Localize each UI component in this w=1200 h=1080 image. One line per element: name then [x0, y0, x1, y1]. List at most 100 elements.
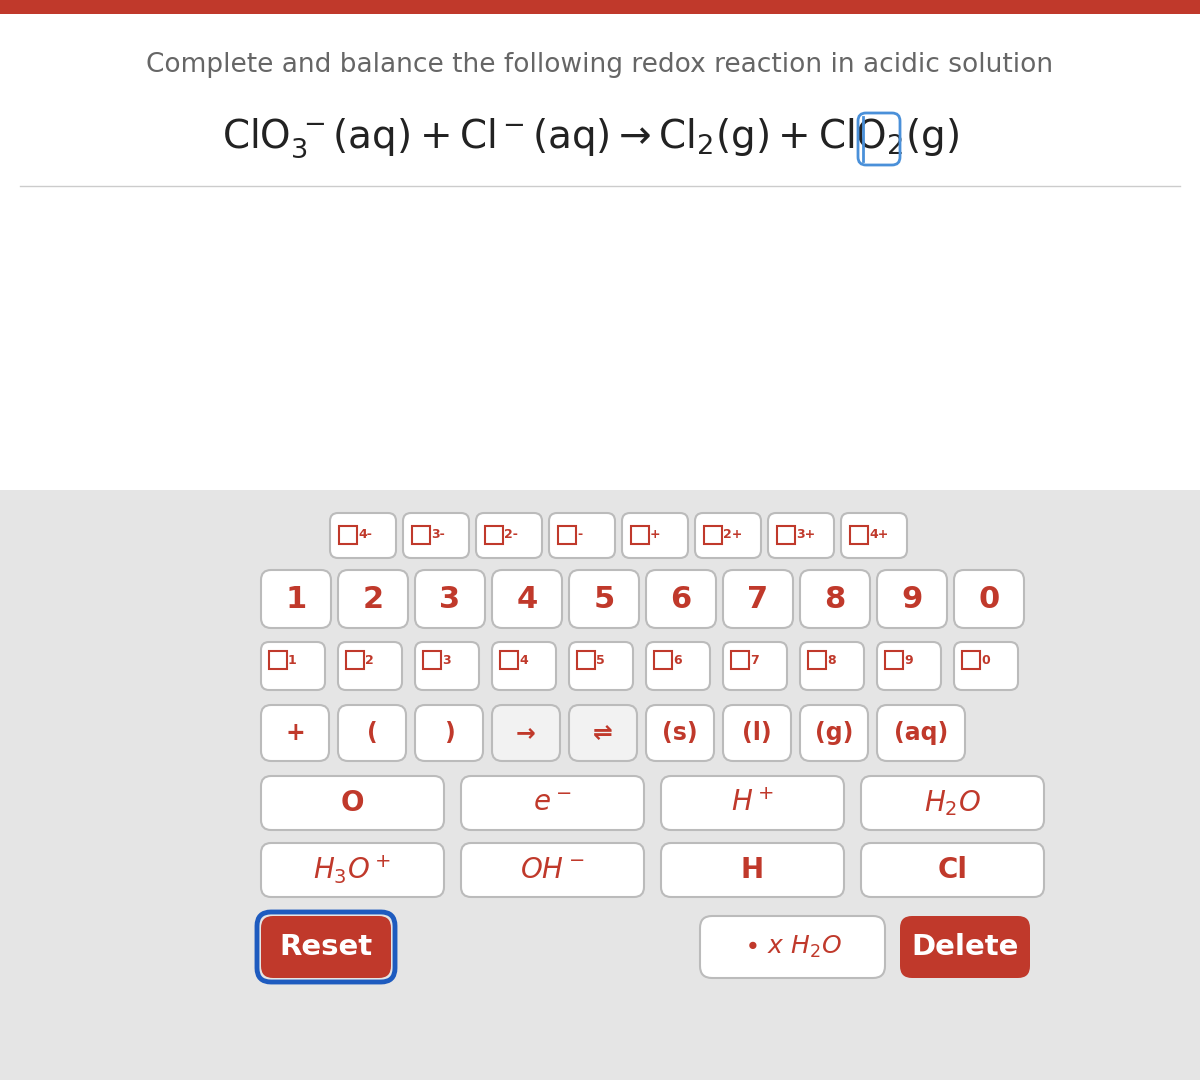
- FancyBboxPatch shape: [800, 705, 868, 761]
- Text: (: (: [367, 721, 377, 745]
- FancyBboxPatch shape: [768, 513, 834, 558]
- FancyBboxPatch shape: [900, 916, 1030, 978]
- Text: Reset: Reset: [280, 933, 372, 961]
- Text: O: O: [341, 789, 365, 816]
- FancyBboxPatch shape: [646, 642, 710, 690]
- Bar: [631, 526, 649, 544]
- Text: 6: 6: [671, 584, 691, 613]
- Text: +: +: [650, 528, 661, 541]
- Text: 1: 1: [286, 584, 307, 613]
- FancyBboxPatch shape: [476, 513, 542, 558]
- FancyBboxPatch shape: [954, 570, 1024, 627]
- Text: 4: 4: [516, 584, 538, 613]
- Bar: [558, 526, 576, 544]
- FancyBboxPatch shape: [415, 570, 485, 627]
- FancyBboxPatch shape: [492, 570, 562, 627]
- Text: H: H: [740, 856, 764, 885]
- FancyBboxPatch shape: [646, 705, 714, 761]
- Text: 0: 0: [982, 654, 990, 667]
- Text: →: →: [516, 721, 536, 745]
- Bar: [654, 651, 672, 669]
- Text: 2+: 2+: [722, 528, 743, 541]
- Bar: [346, 651, 364, 669]
- FancyBboxPatch shape: [800, 570, 870, 627]
- FancyBboxPatch shape: [569, 705, 637, 761]
- FancyBboxPatch shape: [338, 642, 402, 690]
- Text: 3-: 3-: [431, 528, 445, 541]
- FancyBboxPatch shape: [695, 513, 761, 558]
- FancyBboxPatch shape: [461, 777, 644, 831]
- Text: $H_3O^+$: $H_3O^+$: [313, 853, 391, 887]
- Bar: [886, 651, 904, 669]
- FancyBboxPatch shape: [461, 843, 644, 897]
- Bar: [962, 651, 980, 669]
- FancyBboxPatch shape: [700, 916, 886, 978]
- FancyBboxPatch shape: [492, 642, 556, 690]
- Text: +: +: [286, 721, 305, 745]
- Bar: [0, 0, 1200, 14]
- Text: 3+: 3+: [796, 528, 815, 541]
- Text: 4-: 4-: [358, 528, 372, 541]
- FancyBboxPatch shape: [415, 705, 482, 761]
- FancyBboxPatch shape: [877, 570, 947, 627]
- FancyBboxPatch shape: [722, 642, 787, 690]
- Text: 4: 4: [520, 654, 528, 667]
- Text: 4+: 4+: [869, 528, 888, 541]
- Bar: [269, 651, 287, 669]
- FancyBboxPatch shape: [262, 705, 329, 761]
- Text: Cl: Cl: [937, 856, 967, 885]
- Text: $H^+$: $H^+$: [731, 789, 774, 816]
- Bar: [577, 651, 595, 669]
- Bar: [340, 526, 358, 544]
- Bar: [485, 526, 503, 544]
- FancyBboxPatch shape: [492, 705, 560, 761]
- Bar: [500, 651, 518, 669]
- Text: 6: 6: [673, 654, 682, 667]
- FancyBboxPatch shape: [841, 513, 907, 558]
- Bar: [850, 526, 868, 544]
- Text: Complete and balance the following redox reaction in acidic solution: Complete and balance the following redox…: [146, 52, 1054, 78]
- FancyBboxPatch shape: [646, 570, 716, 627]
- Text: 2: 2: [365, 654, 373, 667]
- Bar: [704, 526, 722, 544]
- Bar: [424, 651, 442, 669]
- Bar: [778, 526, 796, 544]
- Text: $\bullet\ x\ H_2O$: $\bullet\ x\ H_2O$: [744, 934, 841, 960]
- FancyBboxPatch shape: [338, 705, 406, 761]
- Text: -: -: [577, 528, 582, 541]
- FancyBboxPatch shape: [800, 642, 864, 690]
- Bar: [412, 526, 430, 544]
- FancyBboxPatch shape: [661, 777, 844, 831]
- FancyBboxPatch shape: [262, 843, 444, 897]
- Text: ): ): [444, 721, 455, 745]
- Text: (aq): (aq): [894, 721, 948, 745]
- FancyBboxPatch shape: [862, 777, 1044, 831]
- Text: 3: 3: [442, 654, 451, 667]
- FancyBboxPatch shape: [338, 570, 408, 627]
- FancyBboxPatch shape: [954, 642, 1018, 690]
- Text: 9: 9: [901, 584, 923, 613]
- FancyBboxPatch shape: [569, 642, 634, 690]
- FancyBboxPatch shape: [722, 705, 791, 761]
- Text: $H_2O$: $H_2O$: [924, 788, 980, 818]
- FancyBboxPatch shape: [262, 916, 391, 978]
- FancyBboxPatch shape: [262, 642, 325, 690]
- FancyBboxPatch shape: [877, 642, 941, 690]
- FancyBboxPatch shape: [877, 705, 965, 761]
- Text: $\mathrm{ClO_3^{\;-}(aq) + Cl^-(aq) \rightarrow Cl_2(g) + ClO_2(g)}$: $\mathrm{ClO_3^{\;-}(aq) + Cl^-(aq) \rig…: [222, 117, 959, 160]
- Text: 7: 7: [750, 654, 758, 667]
- FancyBboxPatch shape: [569, 570, 640, 627]
- FancyBboxPatch shape: [661, 843, 844, 897]
- Text: 1: 1: [288, 654, 296, 667]
- Text: 0: 0: [978, 584, 1000, 613]
- Text: (g): (g): [815, 721, 853, 745]
- FancyBboxPatch shape: [862, 843, 1044, 897]
- Text: 8: 8: [824, 584, 846, 613]
- FancyBboxPatch shape: [262, 777, 444, 831]
- Text: (s): (s): [662, 721, 698, 745]
- Text: 2: 2: [362, 584, 384, 613]
- FancyBboxPatch shape: [722, 570, 793, 627]
- Text: $e^-$: $e^-$: [533, 789, 571, 816]
- Text: 8: 8: [827, 654, 835, 667]
- Text: 5: 5: [596, 654, 605, 667]
